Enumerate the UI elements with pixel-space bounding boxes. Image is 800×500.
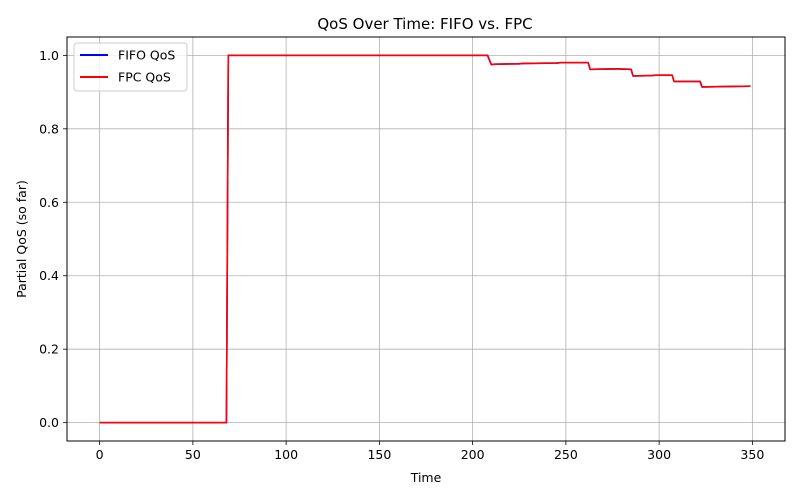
x-axis-ticks: 0 50 100 150 200 250 300 350 — [96, 441, 764, 462]
x-tick-label: 300 — [647, 447, 671, 462]
x-tick-label: 350 — [740, 447, 764, 462]
x-tick-label: 150 — [367, 447, 391, 462]
x-axis-label: Time — [410, 470, 442, 485]
y-tick-label: 0.0 — [39, 415, 59, 430]
legend-label-fifo: FIFO QoS — [118, 48, 175, 63]
grid-lines — [67, 37, 785, 441]
legend-label-fpc: FPC QoS — [118, 70, 171, 85]
y-tick-label: 0.6 — [39, 195, 59, 210]
y-tick-label: 0.8 — [39, 121, 59, 136]
chart-title: QoS Over Time: FIFO vs. FPC — [317, 15, 532, 33]
y-tick-label: 0.4 — [39, 268, 59, 283]
x-tick-label: 0 — [96, 447, 104, 462]
y-axis-label: Partial QoS (so far) — [14, 180, 29, 298]
x-tick-label: 100 — [274, 447, 298, 462]
y-tick-label: 1.0 — [39, 48, 59, 63]
series-lines — [99, 54, 751, 424]
plot-frame — [66, 36, 786, 442]
series-line-fpc-qos — [99, 54, 751, 424]
series-line-fifo-qos — [99, 54, 751, 424]
x-tick-label: 50 — [185, 447, 201, 462]
x-tick-label: 250 — [554, 447, 578, 462]
x-tick-label: 200 — [461, 447, 485, 462]
y-axis-ticks: 0.0 0.2 0.4 0.6 0.8 1.0 — [39, 48, 67, 430]
legend: FIFO QoS FPC QoS — [73, 42, 188, 92]
y-tick-label: 0.2 — [39, 342, 59, 357]
